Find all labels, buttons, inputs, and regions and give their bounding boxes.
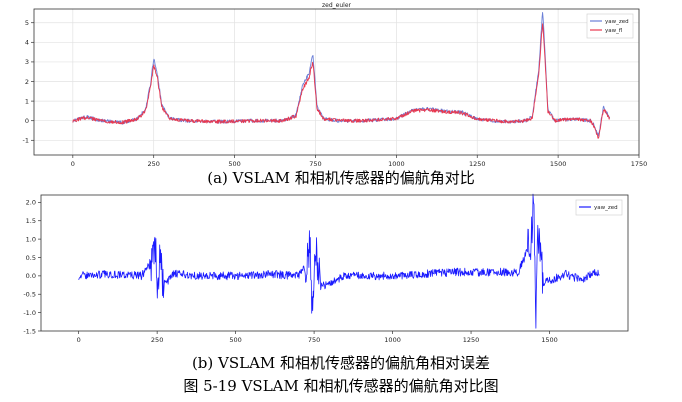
y-tick-label: 0.5	[26, 254, 36, 262]
y-tick-label: 0	[25, 117, 29, 125]
x-tick-label: 0	[71, 160, 75, 168]
series-line-yaw_zed	[72, 12, 611, 137]
x-tick-label: 1500	[541, 336, 558, 344]
chart-panel-b: 0 250 500 750 1000 1250 1500 -1.5 -1.0 -0.5 0.0 0.5…	[23, 193, 629, 344]
series-line-yaw_fl	[72, 23, 611, 139]
plot-frame	[40, 194, 629, 332]
y-tick-label: 2	[25, 78, 29, 86]
y-tick-label: 1	[25, 97, 29, 105]
chart-panel-a: 0 250 500 750 1000 1250 1500 1750 -1 0 1 2 3 4 5 zed_eu…	[23, 2, 648, 168]
x-tick-label: 500	[229, 336, 241, 344]
legend-label: yaw_zed	[605, 19, 629, 25]
x-tick-label: 1500	[550, 160, 567, 168]
y-tick-label: 2.0	[26, 199, 36, 207]
x-tick-label: 1250	[463, 336, 480, 344]
y-tick-label: 3	[25, 58, 29, 66]
caption-b: (b) VSLAM 和相机传感器的偏航角相对误差	[191, 354, 491, 372]
x-tick-label: 1000	[384, 336, 401, 344]
x-tick-label: 0	[77, 336, 81, 344]
x-tick-label: 250	[147, 160, 159, 168]
legend-label: yaw_fl	[605, 28, 622, 34]
y-tick-label: -1.5	[23, 327, 36, 335]
x-tick-label: 1250	[469, 160, 486, 168]
y-tick-label: 5	[25, 19, 29, 27]
x-tick-label: 1000	[388, 160, 405, 168]
caption-a: (a) VSLAM 和相机传感器的偏航角对比	[207, 169, 475, 187]
legend: yaw_zed	[575, 199, 623, 216]
figure-caption: 图 5-19 VSLAM 和相机传感器的偏航角对比图	[183, 377, 499, 395]
x-tick-label: 1750	[631, 160, 648, 168]
y-tick-label: 4	[25, 39, 29, 47]
y-tick-label: -1	[23, 137, 29, 145]
legend: yaw_zed yaw_fl	[586, 13, 634, 39]
legend-box	[586, 13, 634, 39]
y-tick-label: 1.5	[26, 217, 36, 225]
x-tick-label: 750	[308, 336, 320, 344]
legend-label: yaw_zed	[594, 205, 618, 211]
y-tick-label: -1.0	[23, 309, 36, 317]
series-line-yaw_zed	[78, 193, 600, 329]
y-tick-label: -0.5	[23, 291, 36, 299]
y-tick-label: 0.0	[26, 272, 36, 280]
plot-frame	[33, 8, 640, 156]
y-tick-label: 1.0	[26, 235, 36, 243]
legend-box	[575, 199, 623, 216]
x-tick-label: 500	[228, 160, 240, 168]
x-tick-label: 250	[151, 336, 163, 344]
chart-title: zed_euler	[322, 2, 352, 9]
x-tick-label: 750	[309, 160, 321, 168]
